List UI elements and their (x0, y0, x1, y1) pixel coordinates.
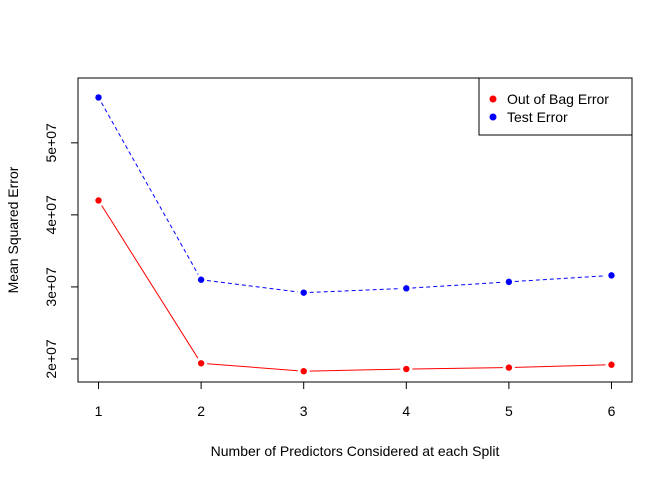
series-test-segment (207, 279, 298, 293)
y-tick-label: 3e+07 (43, 267, 59, 307)
series-test-segment (101, 102, 199, 275)
legend-marker-oob (489, 95, 497, 103)
series-oob-segment (207, 363, 298, 372)
legend-box (478, 77, 633, 136)
series-test-segment (514, 275, 606, 282)
series-test-segment (412, 281, 503, 289)
series-oob-segment (309, 368, 401, 372)
series-test-segment (309, 288, 401, 293)
series-oob-point (608, 361, 615, 368)
y-tick-label: 5e+07 (43, 123, 59, 163)
x-tick-label: 1 (95, 403, 103, 419)
series-test-point (403, 285, 410, 292)
x-tick-label: 6 (608, 403, 616, 419)
x-tick-label: 5 (505, 403, 513, 419)
x-axis: 1 2 3 4 5 6 (95, 381, 616, 419)
series-oob-point (95, 197, 102, 204)
legend-label-test: Test Error (507, 109, 568, 125)
x-tick-label: 4 (402, 403, 410, 419)
y-tick-label: 4e+07 (43, 195, 59, 235)
x-tick-label: 2 (197, 403, 205, 419)
legend-marker-test (489, 113, 497, 121)
series-layer (95, 94, 615, 375)
series-oob-segment (514, 364, 606, 368)
y-tick-label: 2e+07 (43, 339, 59, 379)
y-axis: 2e+07 3e+07 4e+07 5e+07 (43, 123, 79, 379)
y-axis-label: Mean Squared Error (5, 166, 21, 293)
series-oob-point (505, 364, 513, 371)
x-axis-label: Number of Predictors Considered at each … (211, 443, 500, 459)
series-oob-point (197, 360, 205, 367)
legend-label-oob: Out of Bag Error (507, 91, 609, 107)
series-oob-segment (101, 205, 199, 359)
series-oob-point (403, 365, 410, 373)
series-test-point (608, 272, 615, 279)
series-test-point (300, 289, 307, 296)
legend: Out of Bag Error Test Error (478, 77, 633, 136)
series-test-point (197, 276, 205, 283)
series-oob-segment (412, 367, 503, 370)
series-oob-point (300, 367, 307, 375)
series-test-point (505, 278, 513, 286)
series-test-point (95, 94, 102, 101)
x-tick-label: 3 (300, 403, 308, 419)
